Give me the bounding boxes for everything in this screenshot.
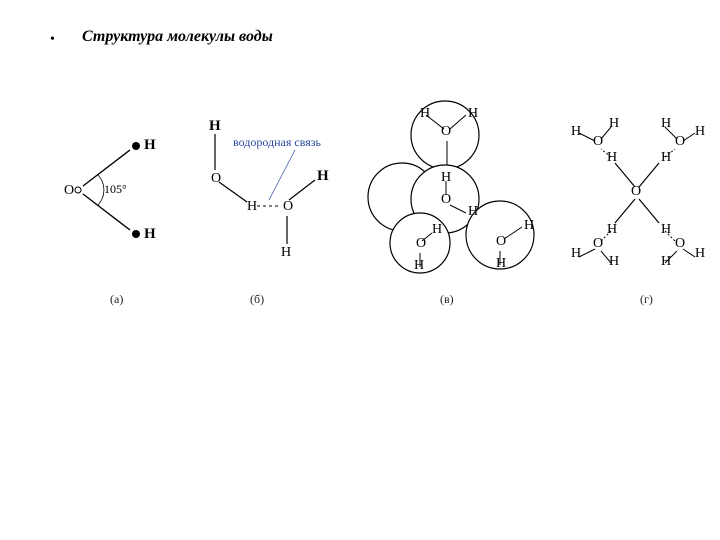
svg-text:H: H (695, 246, 705, 261)
caption-c: (в) (440, 292, 454, 307)
diagram-d: OHHHHOOOOHHHHHHHH (565, 115, 705, 265)
svg-text:H: H (571, 246, 581, 261)
svg-text:O: O (211, 171, 221, 186)
svg-text:H: H (468, 204, 478, 219)
svg-text:H: H (524, 218, 534, 233)
svg-text:O: O (64, 183, 74, 198)
caption-b: (б) (250, 292, 264, 307)
svg-text:H: H (247, 199, 257, 214)
svg-text:H: H (414, 258, 424, 273)
svg-text:O: O (675, 134, 685, 149)
svg-text:O: O (496, 234, 506, 249)
diagram-a: O H H 105° (60, 130, 170, 250)
svg-text:H: H (317, 168, 329, 184)
svg-text:H: H (609, 254, 619, 265)
svg-text:H: H (281, 245, 291, 260)
svg-text:O: O (441, 124, 451, 139)
svg-text:H: H (661, 150, 671, 165)
svg-text:O: O (283, 199, 293, 214)
svg-text:H: H (571, 124, 581, 139)
svg-text:O: O (416, 236, 426, 251)
svg-text:H: H (144, 226, 156, 242)
svg-text:H: H (661, 254, 671, 265)
diagram-b: O H H O H H (175, 110, 335, 260)
svg-text:O: O (593, 134, 603, 149)
svg-text:H: H (607, 150, 617, 165)
svg-text:H: H (661, 116, 671, 131)
svg-text:H: H (420, 106, 430, 121)
diagram-c: OHHOHHOHHOHH (340, 95, 550, 285)
svg-text:105°: 105° (104, 182, 127, 196)
svg-text:H: H (144, 137, 156, 153)
caption-d: (г) (640, 292, 653, 307)
svg-text:H: H (661, 222, 671, 237)
hydrogen-bond-label: водородная связь (233, 135, 321, 150)
svg-text:H: H (607, 222, 617, 237)
svg-text:H: H (695, 124, 705, 139)
svg-text:H: H (209, 118, 221, 134)
svg-text:H: H (609, 116, 619, 131)
svg-text:H: H (468, 106, 478, 121)
svg-text:O: O (675, 236, 685, 251)
svg-text:H: H (496, 256, 506, 271)
page-title: Структура молекулы воды (82, 28, 273, 46)
caption-a: (а) (110, 292, 123, 307)
bullet: • (50, 32, 55, 48)
svg-text:H: H (432, 222, 442, 237)
